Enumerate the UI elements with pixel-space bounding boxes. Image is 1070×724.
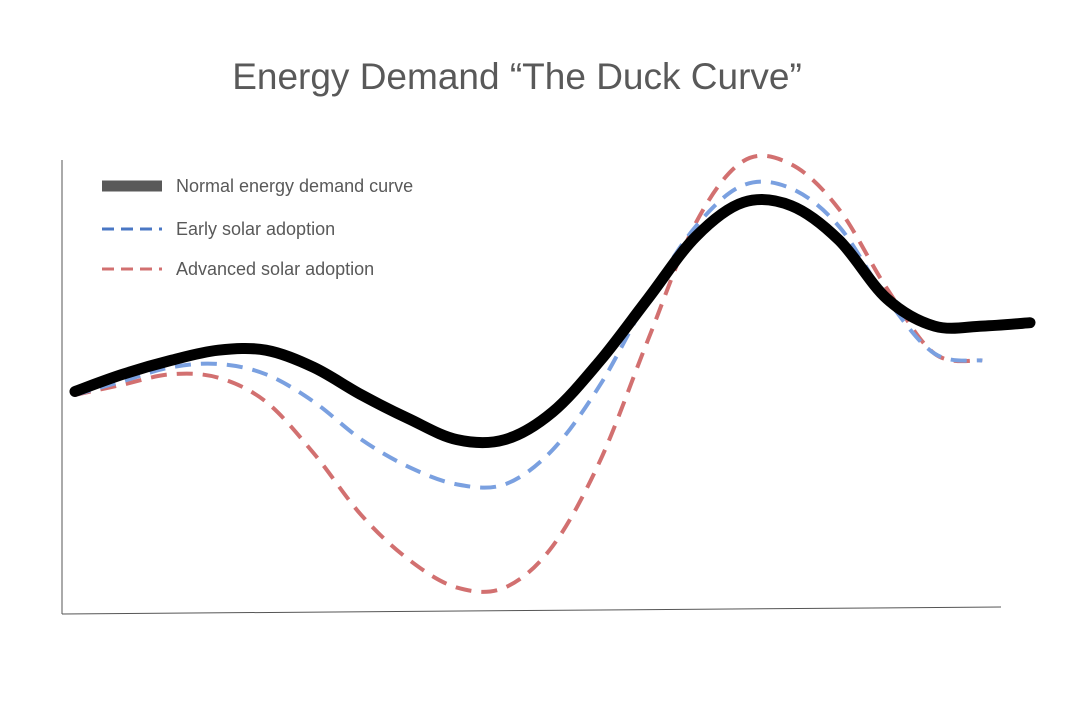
legend: Normal energy demand curve Early solar a… (102, 176, 413, 279)
legend-label-early: Early solar adoption (176, 219, 335, 239)
x-axis (61, 606, 1002, 615)
chart-title: Energy Demand “The Duck Curve” (232, 56, 802, 97)
series-layer (69, 153, 1036, 594)
legend-label-normal: Normal energy demand curve (176, 176, 413, 196)
series-line-advanced (74, 153, 983, 594)
legend-label-advanced: Advanced solar adoption (176, 259, 374, 279)
series-line-normal (69, 193, 1036, 449)
series-line-early (74, 179, 983, 490)
